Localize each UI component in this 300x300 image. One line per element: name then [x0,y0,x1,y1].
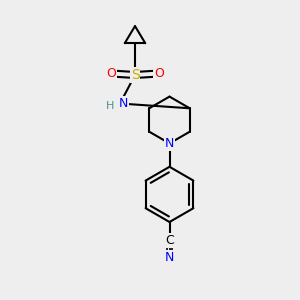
Text: H: H [106,101,115,111]
Text: O: O [154,67,164,80]
Text: S: S [130,68,140,82]
Text: O: O [106,67,116,80]
Text: N: N [165,137,174,150]
Text: N: N [119,97,128,110]
Text: C: C [165,234,174,247]
Text: N: N [165,251,174,264]
